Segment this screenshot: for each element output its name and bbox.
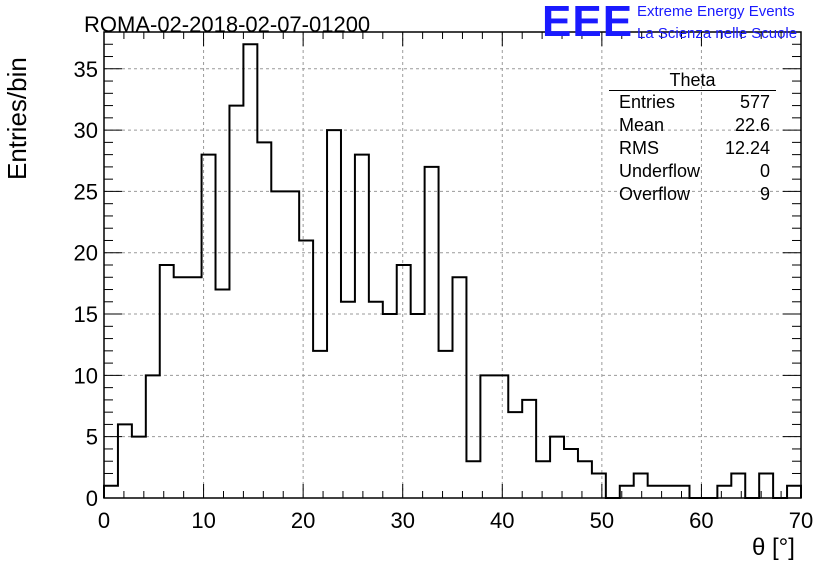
y-tick-label: 5 — [86, 425, 98, 450]
stats-row-mean: Mean 22.6 — [609, 114, 776, 137]
stats-value: 9 — [759, 184, 770, 204]
stats-title: Theta — [609, 70, 776, 91]
y-tick-label: 20 — [74, 241, 98, 266]
y-tick-label: 35 — [74, 57, 98, 82]
x-axis-label: θ [°] — [752, 534, 795, 561]
y-tick-label: 30 — [74, 118, 98, 143]
stats-label: Underflow — [619, 161, 701, 181]
stats-row-underflow: Underflow 0 — [609, 160, 776, 183]
eee-logo: EEE — [542, 0, 634, 46]
x-tick-label: 60 — [689, 508, 713, 533]
stats-value: 22.6 — [734, 115, 770, 135]
y-tick-label: 15 — [74, 302, 98, 327]
stats-row-entries: Entries 577 — [609, 91, 776, 114]
logo-caption-line1: Extreme Energy Events — [637, 3, 795, 20]
x-tick-label: 20 — [291, 508, 315, 533]
x-tick-label: 30 — [390, 508, 414, 533]
histogram-outline — [103, 43, 802, 499]
stats-value: 0 — [759, 161, 770, 181]
stats-box: Theta Entries 577 Mean 22.6 RMS 12.24 Un… — [609, 70, 776, 206]
x-tick-label: 10 — [191, 508, 215, 533]
stats-label: Entries — [619, 92, 676, 112]
y-tick-label: 10 — [74, 363, 98, 388]
x-tick-label: 50 — [590, 508, 614, 533]
x-tick-label: 0 — [98, 508, 110, 533]
stats-label: RMS — [619, 138, 659, 158]
stats-value: 577 — [739, 92, 770, 112]
y-axis-label: Entries/bin — [2, 57, 32, 180]
axis-ticks — [103, 31, 802, 499]
stats-row-overflow: Overflow 9 — [609, 183, 776, 206]
logo-caption-line2: La Scienza nelle Scuole — [637, 25, 798, 42]
stats-value: 12.24 — [724, 138, 770, 158]
tick-labels: 0 10 20 30 40 50 60 70 0 5 10 15 20 25 30 35 — [74, 57, 814, 533]
chart-title: ROMA-02-2018-02-07-01200 — [84, 12, 371, 37]
stats-row-rms: RMS 12.24 — [609, 137, 776, 160]
x-tick-label: 40 — [490, 508, 514, 533]
y-tick-label: 25 — [74, 179, 98, 204]
plot-frame — [103, 31, 802, 499]
stats-label: Mean — [619, 115, 665, 135]
y-tick-label: 0 — [86, 486, 98, 511]
x-tick-label: 70 — [789, 508, 813, 533]
stats-label: Overflow — [619, 184, 691, 204]
